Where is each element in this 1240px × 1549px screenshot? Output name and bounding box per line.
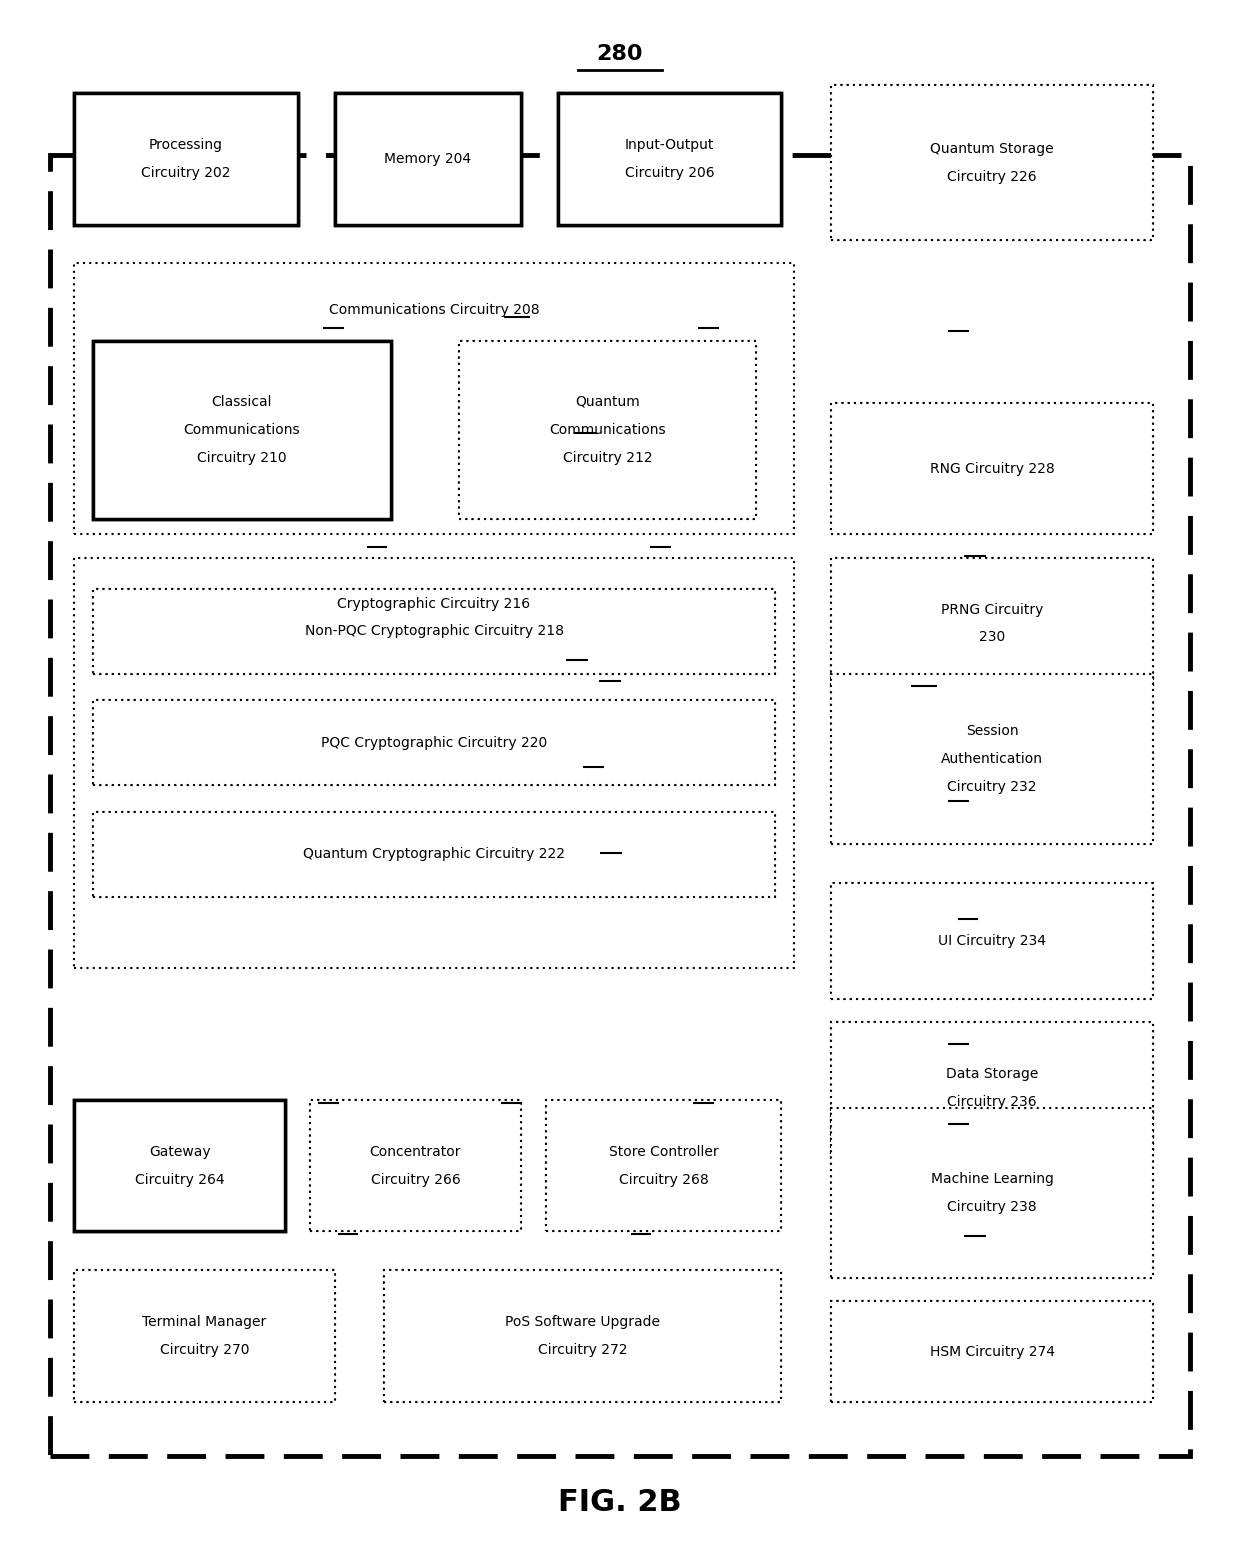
FancyBboxPatch shape bbox=[831, 1301, 1153, 1402]
Text: FIG. 2B: FIG. 2B bbox=[558, 1489, 682, 1516]
Text: Store Controller: Store Controller bbox=[609, 1145, 718, 1159]
Text: Machine Learning: Machine Learning bbox=[930, 1171, 1054, 1187]
Text: Non-PQC Cryptographic Circuitry 218: Non-PQC Cryptographic Circuitry 218 bbox=[305, 624, 563, 638]
Text: Quantum: Quantum bbox=[575, 395, 640, 409]
FancyBboxPatch shape bbox=[384, 1270, 781, 1402]
FancyBboxPatch shape bbox=[310, 1100, 521, 1231]
Text: Circuitry 264: Circuitry 264 bbox=[135, 1173, 224, 1187]
Text: Session: Session bbox=[966, 723, 1018, 739]
FancyBboxPatch shape bbox=[831, 558, 1153, 689]
FancyBboxPatch shape bbox=[831, 403, 1153, 534]
FancyBboxPatch shape bbox=[74, 93, 298, 225]
FancyBboxPatch shape bbox=[558, 93, 781, 225]
Text: Communications: Communications bbox=[549, 423, 666, 437]
Text: Circuitry 236: Circuitry 236 bbox=[947, 1095, 1037, 1109]
Text: RNG Circuitry 228: RNG Circuitry 228 bbox=[930, 462, 1054, 476]
Text: Circuitry 210: Circuitry 210 bbox=[197, 451, 286, 465]
FancyBboxPatch shape bbox=[74, 558, 794, 968]
FancyBboxPatch shape bbox=[831, 1022, 1153, 1154]
FancyBboxPatch shape bbox=[831, 674, 1153, 844]
FancyBboxPatch shape bbox=[459, 341, 756, 519]
FancyBboxPatch shape bbox=[831, 674, 1153, 844]
Text: Input-Output: Input-Output bbox=[625, 138, 714, 152]
FancyBboxPatch shape bbox=[546, 1100, 781, 1231]
Text: Classical: Classical bbox=[212, 395, 272, 409]
FancyBboxPatch shape bbox=[335, 93, 521, 225]
FancyBboxPatch shape bbox=[831, 883, 1153, 999]
FancyBboxPatch shape bbox=[831, 558, 1153, 689]
Text: Cryptographic Circuitry 216: Cryptographic Circuitry 216 bbox=[337, 596, 531, 612]
FancyBboxPatch shape bbox=[831, 1108, 1153, 1278]
Text: Terminal Manager: Terminal Manager bbox=[143, 1315, 267, 1329]
Text: PRNG Circuitry: PRNG Circuitry bbox=[941, 603, 1043, 617]
FancyBboxPatch shape bbox=[74, 263, 794, 534]
FancyBboxPatch shape bbox=[93, 589, 775, 674]
Text: UI Circuitry 234: UI Circuitry 234 bbox=[937, 934, 1047, 948]
Text: Circuitry 270: Circuitry 270 bbox=[160, 1343, 249, 1357]
FancyBboxPatch shape bbox=[558, 93, 781, 225]
Text: Circuitry 206: Circuitry 206 bbox=[625, 166, 714, 180]
FancyBboxPatch shape bbox=[546, 1100, 781, 1231]
FancyBboxPatch shape bbox=[50, 155, 1190, 1456]
Text: Concentrator: Concentrator bbox=[370, 1145, 461, 1159]
Text: Processing: Processing bbox=[149, 138, 223, 152]
Text: Memory 204: Memory 204 bbox=[384, 152, 471, 166]
FancyBboxPatch shape bbox=[384, 1270, 781, 1402]
Text: Data Storage: Data Storage bbox=[946, 1067, 1038, 1081]
Text: Quantum Storage: Quantum Storage bbox=[930, 141, 1054, 156]
FancyBboxPatch shape bbox=[831, 1108, 1153, 1278]
FancyBboxPatch shape bbox=[831, 403, 1153, 534]
FancyBboxPatch shape bbox=[93, 341, 391, 519]
Text: Communications Circuitry 208: Communications Circuitry 208 bbox=[329, 302, 539, 318]
FancyBboxPatch shape bbox=[74, 1100, 285, 1231]
Text: Circuitry 268: Circuitry 268 bbox=[619, 1173, 708, 1187]
Text: Authentication: Authentication bbox=[941, 751, 1043, 767]
FancyBboxPatch shape bbox=[310, 1100, 521, 1231]
FancyBboxPatch shape bbox=[459, 341, 756, 519]
FancyBboxPatch shape bbox=[831, 1301, 1153, 1402]
FancyBboxPatch shape bbox=[74, 1270, 335, 1402]
Text: 230: 230 bbox=[978, 630, 1006, 644]
FancyBboxPatch shape bbox=[831, 85, 1153, 240]
FancyBboxPatch shape bbox=[74, 93, 298, 225]
FancyBboxPatch shape bbox=[831, 883, 1153, 999]
FancyBboxPatch shape bbox=[74, 1270, 335, 1402]
FancyBboxPatch shape bbox=[831, 85, 1153, 240]
FancyBboxPatch shape bbox=[93, 812, 775, 897]
Text: Circuitry 272: Circuitry 272 bbox=[538, 1343, 627, 1357]
Text: Gateway: Gateway bbox=[149, 1145, 211, 1159]
Text: Circuitry 226: Circuitry 226 bbox=[947, 169, 1037, 184]
FancyBboxPatch shape bbox=[93, 700, 775, 785]
Text: Circuitry 202: Circuitry 202 bbox=[141, 166, 231, 180]
Text: PQC Cryptographic Circuitry 220: PQC Cryptographic Circuitry 220 bbox=[321, 736, 547, 750]
Text: HSM Circuitry 274: HSM Circuitry 274 bbox=[930, 1345, 1054, 1358]
FancyBboxPatch shape bbox=[74, 1100, 285, 1231]
Text: Communications: Communications bbox=[184, 423, 300, 437]
FancyBboxPatch shape bbox=[93, 341, 391, 519]
Text: Circuitry 238: Circuitry 238 bbox=[947, 1199, 1037, 1214]
FancyBboxPatch shape bbox=[93, 589, 775, 674]
Text: Circuitry 232: Circuitry 232 bbox=[947, 779, 1037, 795]
Text: PoS Software Upgrade: PoS Software Upgrade bbox=[506, 1315, 660, 1329]
FancyBboxPatch shape bbox=[93, 812, 775, 897]
FancyBboxPatch shape bbox=[335, 93, 521, 225]
FancyBboxPatch shape bbox=[93, 700, 775, 785]
Text: Quantum Cryptographic Circuitry 222: Quantum Cryptographic Circuitry 222 bbox=[303, 847, 565, 861]
Text: 280: 280 bbox=[596, 45, 644, 64]
Text: Circuitry 266: Circuitry 266 bbox=[371, 1173, 460, 1187]
FancyBboxPatch shape bbox=[831, 1022, 1153, 1154]
Text: Circuitry 212: Circuitry 212 bbox=[563, 451, 652, 465]
